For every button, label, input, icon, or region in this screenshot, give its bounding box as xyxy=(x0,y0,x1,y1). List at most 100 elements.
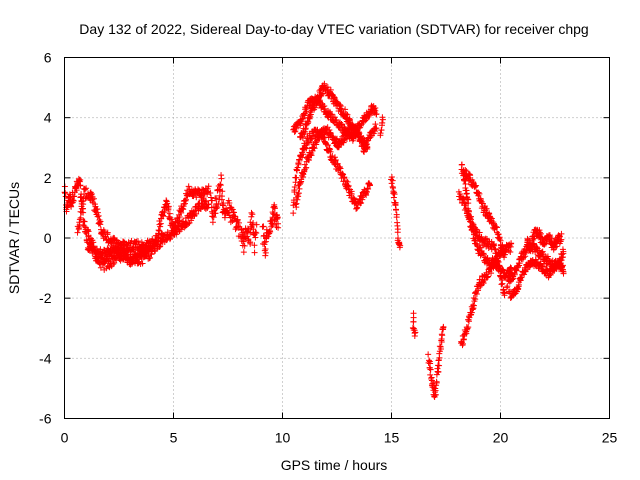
data-point xyxy=(327,148,334,155)
data-point xyxy=(475,189,482,196)
data-point xyxy=(343,110,350,117)
data-point xyxy=(249,211,256,218)
data-point xyxy=(467,216,474,223)
data-point xyxy=(213,195,220,202)
data-point xyxy=(260,223,267,230)
data-point xyxy=(331,114,338,121)
data-point xyxy=(484,273,491,280)
data-point xyxy=(182,197,189,204)
data-point xyxy=(94,209,101,216)
data-point xyxy=(440,323,447,330)
data-point xyxy=(390,194,397,201)
data-point xyxy=(363,137,370,144)
x-tick-label: 10 xyxy=(275,430,291,446)
data-point xyxy=(291,128,298,135)
data-point xyxy=(97,221,104,228)
data-point xyxy=(529,242,536,249)
y-tick-label: -2 xyxy=(39,290,52,306)
data-point xyxy=(465,324,472,331)
data-point xyxy=(265,233,272,240)
data-point xyxy=(204,191,211,198)
data-point xyxy=(389,177,396,184)
data-point xyxy=(501,254,508,261)
data-point xyxy=(559,262,566,269)
data-points xyxy=(61,80,567,400)
data-point xyxy=(305,139,312,146)
data-point xyxy=(218,172,225,179)
data-point xyxy=(366,111,373,118)
data-point xyxy=(505,247,512,254)
data-point xyxy=(389,183,396,190)
data-point xyxy=(76,221,83,228)
data-point xyxy=(358,200,365,207)
data-point xyxy=(474,226,481,233)
data-point xyxy=(251,242,258,249)
data-point xyxy=(412,329,419,336)
data-point xyxy=(104,229,111,236)
data-point xyxy=(82,186,89,193)
data-point xyxy=(388,173,395,180)
data-point xyxy=(113,257,120,264)
data-point xyxy=(127,254,134,261)
data-point xyxy=(461,201,468,208)
data-point xyxy=(147,254,154,261)
data-point xyxy=(507,248,514,255)
data-point xyxy=(135,238,142,245)
data-point xyxy=(521,271,528,278)
chart-title: Day 132 of 2022, Sidereal Day-to-day VTE… xyxy=(79,21,588,37)
data-point xyxy=(290,210,297,217)
data-point xyxy=(393,206,400,213)
data-point xyxy=(332,156,339,163)
x-tick-label: 20 xyxy=(493,430,509,446)
data-point xyxy=(221,214,228,221)
data-point xyxy=(560,248,567,255)
data-point xyxy=(226,199,233,206)
data-point xyxy=(253,221,260,228)
data-point xyxy=(83,185,90,192)
y-tick-label: 2 xyxy=(44,170,52,186)
data-point xyxy=(346,116,353,123)
data-point xyxy=(436,362,443,369)
data-point xyxy=(496,264,503,271)
data-point xyxy=(235,219,242,226)
data-point xyxy=(435,368,442,375)
data-point xyxy=(324,84,331,91)
data-point xyxy=(230,209,237,216)
data-point xyxy=(473,182,480,189)
data-point xyxy=(495,267,502,274)
data-point xyxy=(240,249,247,256)
data-point xyxy=(77,208,84,215)
data-point xyxy=(247,239,254,246)
data-point xyxy=(392,199,399,206)
data-point xyxy=(501,292,508,299)
data-point xyxy=(210,214,217,221)
data-point xyxy=(95,212,102,219)
data-point xyxy=(510,275,517,282)
data-point xyxy=(64,201,71,208)
data-point xyxy=(469,220,476,227)
data-point xyxy=(559,263,566,270)
x-tick-label: 0 xyxy=(61,430,69,446)
data-point xyxy=(81,218,88,225)
data-point xyxy=(345,182,352,189)
data-point xyxy=(235,224,242,231)
y-axis-label: SDTVAR / TECUs xyxy=(6,182,22,294)
data-point xyxy=(209,197,216,204)
data-point xyxy=(193,194,200,201)
data-point xyxy=(394,229,401,236)
data-point xyxy=(459,340,466,347)
data-point xyxy=(305,118,312,125)
data-point xyxy=(215,200,222,207)
data-point xyxy=(340,171,347,178)
data-point xyxy=(388,180,395,187)
data-point xyxy=(477,195,484,202)
data-point xyxy=(266,227,273,234)
data-point xyxy=(253,230,260,237)
data-point xyxy=(476,190,483,197)
data-point xyxy=(432,387,439,394)
data-point xyxy=(305,157,312,164)
data-point xyxy=(502,251,509,258)
data-point xyxy=(310,101,317,108)
y-tick-label: 4 xyxy=(44,110,52,126)
data-point xyxy=(516,260,523,267)
